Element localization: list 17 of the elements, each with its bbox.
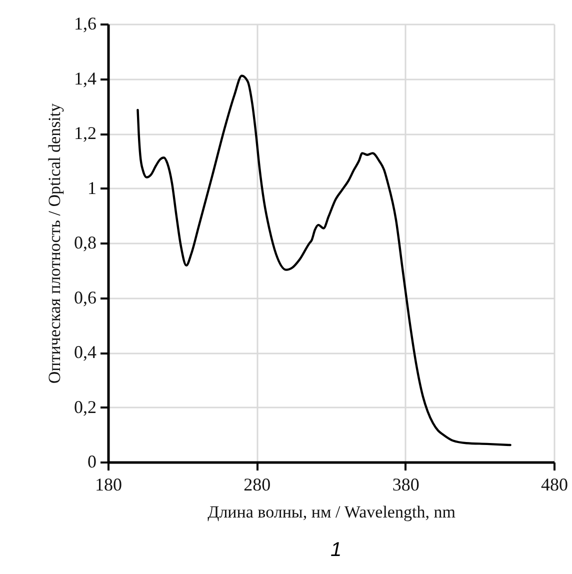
y-tick-label: 0 [88,452,96,472]
x-axis-title: Длина волны, нм / Wavelength, nm [208,502,456,522]
line-series [136,74,512,446]
y-axis-title: Оптическая плотность / Optical density [45,102,64,384]
y-tick-label: 0,8 [74,232,96,252]
x-tick-label: 480 [541,474,568,494]
y-tick-label: 1,6 [74,14,96,34]
y-tick-label: 0,2 [74,396,96,417]
text: 1 [329,539,343,562]
y-tick-label: 1 [88,178,96,198]
x-tick-label: 380 [392,474,420,494]
y-tick-label: 0,4 [74,342,96,362]
y-tick-label: 1,2 [74,123,96,143]
x-tick-label: 180 [95,474,122,494]
y-tick-label: 1,4 [74,68,96,88]
x-tick-label: 280 [244,474,271,494]
y-tick-label: 0,6 [74,287,96,308]
